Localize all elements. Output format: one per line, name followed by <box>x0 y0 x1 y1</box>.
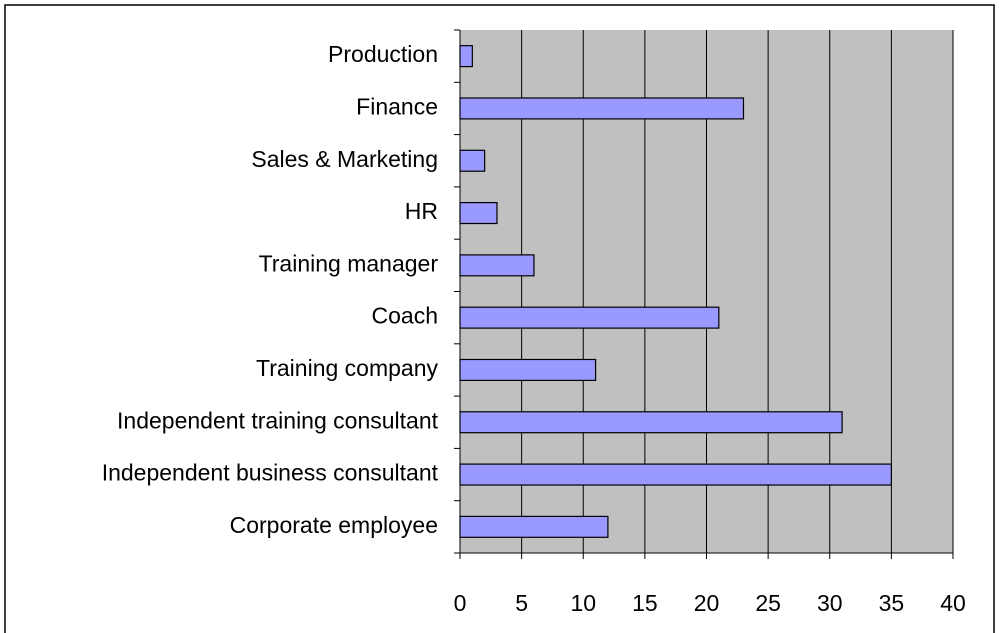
y-tick-label: HR <box>405 198 438 224</box>
x-tick-label: 5 <box>515 590 528 616</box>
bar <box>459 358 597 382</box>
bar <box>459 411 843 434</box>
x-tick-label: 10 <box>570 590 596 616</box>
x-tick-label: 20 <box>694 590 720 616</box>
x-tick-label: 40 <box>940 590 966 616</box>
x-tick-label: 15 <box>632 590 658 616</box>
y-tick-label: Coach <box>372 303 438 329</box>
y-tick-label: Independent training consultant <box>117 407 439 433</box>
x-tick-label: 0 <box>454 590 467 616</box>
y-tick-label: Production <box>328 41 438 67</box>
bar <box>459 201 498 225</box>
x-tick-label: 25 <box>755 590 781 616</box>
bar <box>459 97 745 120</box>
bar <box>459 463 892 486</box>
bar <box>459 515 609 538</box>
bar <box>459 45 473 68</box>
y-tick-label: Sales & Marketing <box>251 146 438 172</box>
bar <box>459 254 535 277</box>
y-tick-label: Corporate employee <box>230 512 438 538</box>
x-tick-label: 35 <box>879 590 905 616</box>
y-tick-label: Training manager <box>259 250 439 276</box>
bar <box>459 149 486 172</box>
y-tick-label: Training company <box>256 355 438 381</box>
y-tick-label: Finance <box>356 94 438 120</box>
bar <box>459 306 720 329</box>
x-tick-label: 30 <box>817 590 843 616</box>
y-tick-label: Independent business consultant <box>102 460 439 486</box>
